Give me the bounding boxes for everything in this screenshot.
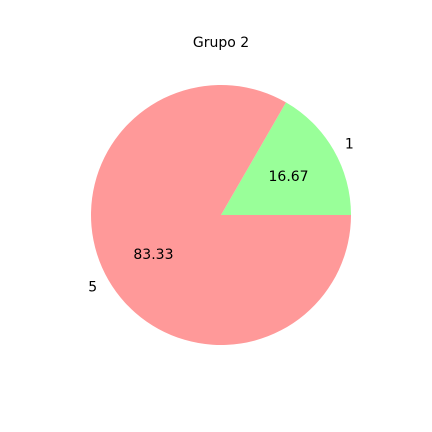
slice-percent-label: 16.67: [269, 169, 309, 185]
slice-category-label: 1: [345, 136, 354, 152]
pie-slices: [90, 84, 351, 345]
pie-labels: 1 16.67 5 83.33: [88, 136, 354, 295]
slice-category-label: 5: [88, 280, 97, 296]
slice-percent-label: 83.33: [133, 247, 173, 263]
pie-slice-1: [221, 102, 351, 215]
chart-title: Grupo 2: [193, 35, 249, 51]
pie-slice-5: [90, 84, 351, 345]
